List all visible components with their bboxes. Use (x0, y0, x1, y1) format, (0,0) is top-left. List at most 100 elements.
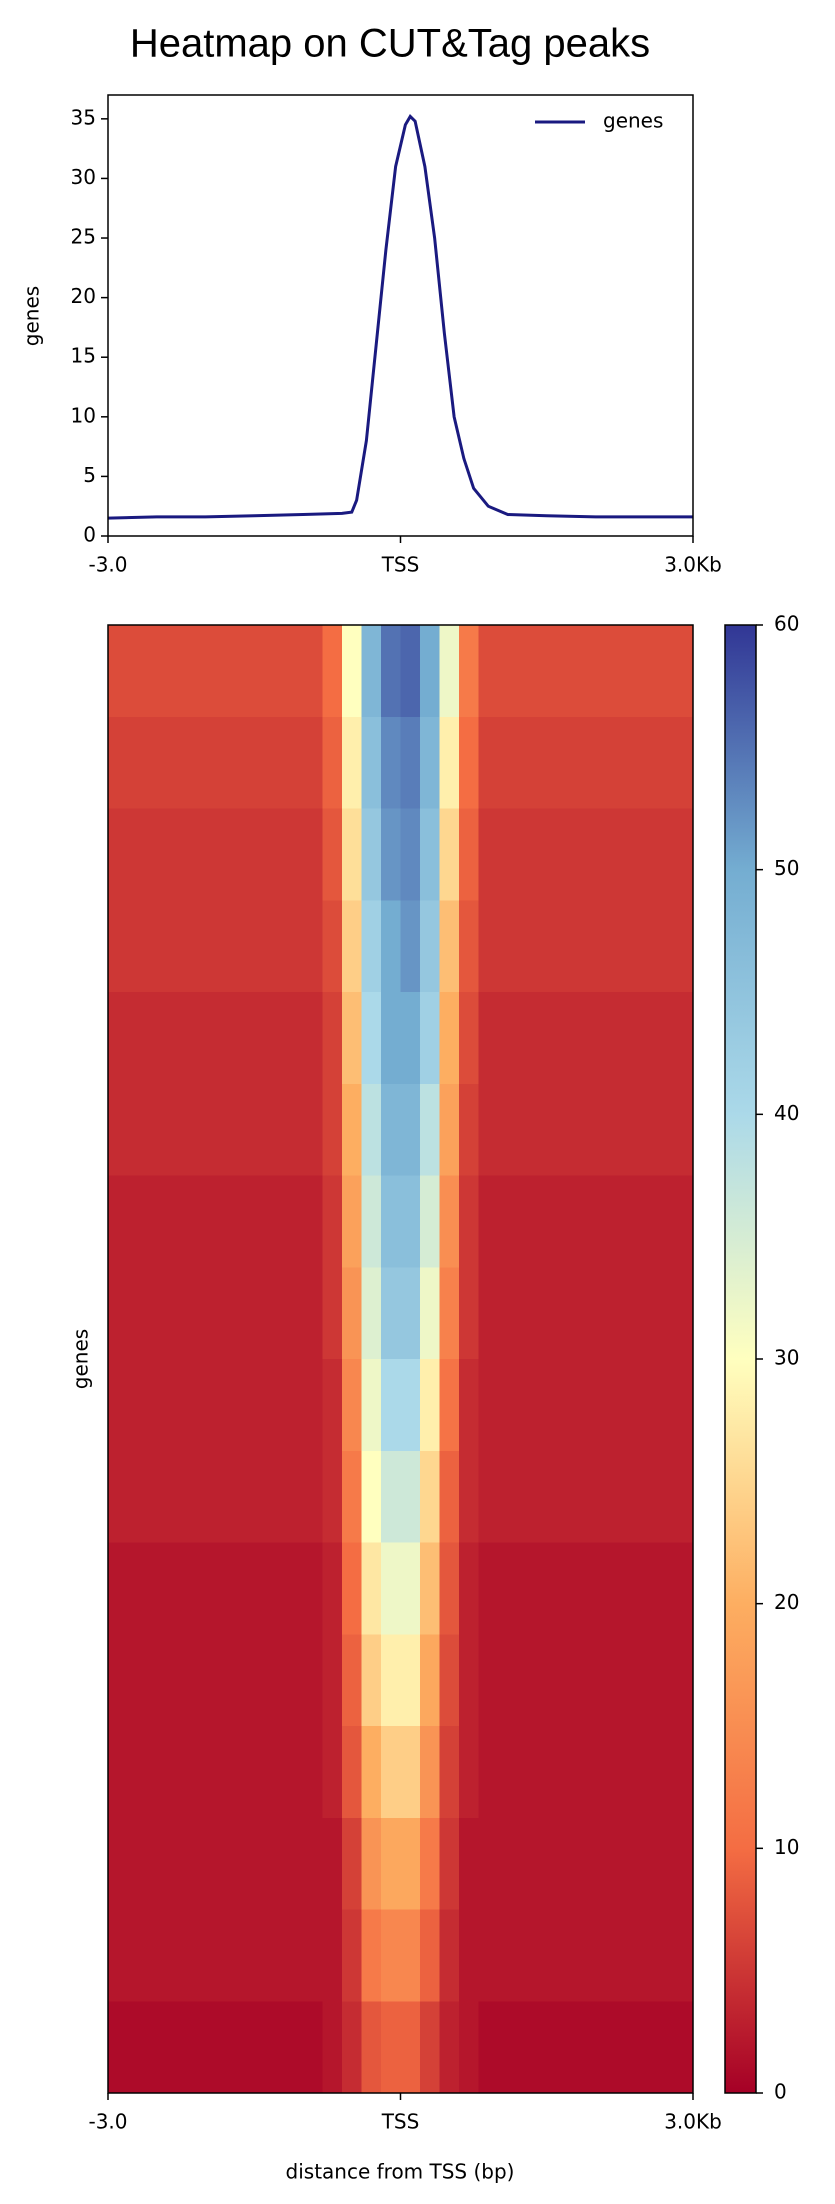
heatmap-cell (381, 900, 401, 993)
heatmap-cell (147, 1726, 167, 1819)
heatmap-cell (556, 992, 577, 1085)
heatmap-cell (127, 1083, 148, 1176)
heatmap-cell (615, 1909, 635, 2002)
heatmap-cell (537, 1267, 557, 1360)
heatmap-cell (654, 1267, 674, 1360)
heatmap-cell (342, 1450, 362, 1543)
heatmap-cell (264, 1175, 284, 1268)
heatmap-cell (108, 992, 128, 1085)
heatmap-cell (673, 1450, 694, 1543)
heatmap-cell (342, 1909, 362, 2002)
heatmap-cell (556, 1817, 577, 1910)
heatmap-cell (615, 1542, 635, 1635)
heatmap-cell (576, 1726, 596, 1819)
heatmap-cell (517, 1909, 538, 2002)
heatmap-cell (420, 1175, 440, 1268)
heatmap-cell (205, 1083, 226, 1176)
heatmap-cell (400, 1359, 421, 1452)
heatmap-cell (225, 1542, 245, 1635)
chart-title: Heatmap on CUT&Tag peaks (130, 22, 650, 66)
heatmap-cell (322, 625, 343, 718)
heatmap-cell (127, 1450, 148, 1543)
heatmap-cell (400, 1175, 421, 1268)
heatmap-cell (244, 1359, 265, 1452)
heatmap-cell (498, 992, 518, 1085)
heatmap-cell (498, 900, 518, 993)
heatmap-cell (400, 1817, 421, 1910)
heatmap-cell (517, 716, 538, 809)
heatmap-cell (439, 900, 460, 993)
profile-line (107, 114, 693, 520)
heatmap-cell (400, 1267, 421, 1360)
heatmap-cell (205, 1817, 226, 1910)
heatmap-cell (342, 1359, 362, 1452)
heatmap-cell (127, 900, 148, 993)
heatmap-cell (381, 1726, 401, 1819)
heatmap-cell (439, 1267, 460, 1360)
heatmap-cell (537, 900, 557, 993)
heatmap-cell (615, 1450, 635, 1543)
heatmap-cell (654, 1634, 674, 1727)
heatmap-cell (459, 1542, 479, 1635)
heatmap-cell (576, 716, 596, 809)
heatmap-cell (303, 1267, 323, 1360)
heatmap-cell (478, 1083, 499, 1176)
heatmap-cell (595, 2001, 616, 2094)
heatmap-cell (556, 625, 577, 718)
heatmap-cell (283, 992, 304, 1085)
heatmap-cell (673, 900, 694, 993)
heatmap-cell (322, 1726, 343, 1819)
heatmap-cell (498, 1634, 518, 1727)
heatmap-cell (517, 625, 538, 718)
y-tick-label: 10 (71, 403, 96, 427)
heatmap-cell (108, 900, 128, 993)
heatmap-cell (108, 2001, 128, 2094)
heatmap-cell (595, 992, 616, 1085)
heatmap-cell (420, 1267, 440, 1360)
heatmap-cell (225, 992, 245, 1085)
heatmap-cell (361, 1359, 382, 1452)
heatmap-cell (556, 1175, 577, 1268)
heatmap-cell (147, 1267, 167, 1360)
heatmap-cell (205, 2001, 226, 2094)
heatmap-cell (283, 1175, 304, 1268)
heatmap-cell (322, 1817, 343, 1910)
heatmap-cell (459, 1175, 479, 1268)
heatmap-cell (498, 1083, 518, 1176)
heatmap-cell (244, 1909, 265, 2002)
heatmap-cell (634, 1817, 655, 1910)
heatmap-cell (595, 1083, 616, 1176)
heatmap-cell (244, 1634, 265, 1727)
heatmap-cell (381, 1175, 401, 1268)
heatmap-cell (420, 1450, 440, 1543)
heatmap-cell (478, 1909, 499, 2002)
heatmap-cell (459, 1634, 479, 1727)
heatmap-cell (400, 625, 421, 718)
heatmap-cell (186, 2001, 206, 2094)
heatmap-cell (225, 900, 245, 993)
heatmap-cell (283, 1542, 304, 1635)
heatmap-cell (498, 2001, 518, 2094)
heatmap-cell (615, 1267, 635, 1360)
heatmap-cell (225, 1083, 245, 1176)
heatmap-cell (283, 1083, 304, 1176)
heatmap-cell (595, 1267, 616, 1360)
heatmap-cell (264, 900, 284, 993)
heatmap-cell (673, 1542, 694, 1635)
heatmap-cell (361, 1175, 382, 1268)
heatmap-cell (420, 1634, 440, 1727)
heatmap-cell (186, 900, 206, 993)
heatmap-cell (400, 2001, 421, 2094)
heatmap-cell (225, 1909, 245, 2002)
heatmap-cell (264, 1542, 284, 1635)
heatmap-cell (166, 992, 187, 1085)
heatmap-cell (400, 900, 421, 993)
heatmap-cell (361, 1634, 382, 1727)
heatmap-cell (381, 808, 401, 901)
heatmap-cell (517, 992, 538, 1085)
heatmap-cell (459, 992, 479, 1085)
heatmap-cell (381, 1634, 401, 1727)
heatmap-cell (361, 900, 382, 993)
heatmap-cell (478, 1726, 499, 1819)
